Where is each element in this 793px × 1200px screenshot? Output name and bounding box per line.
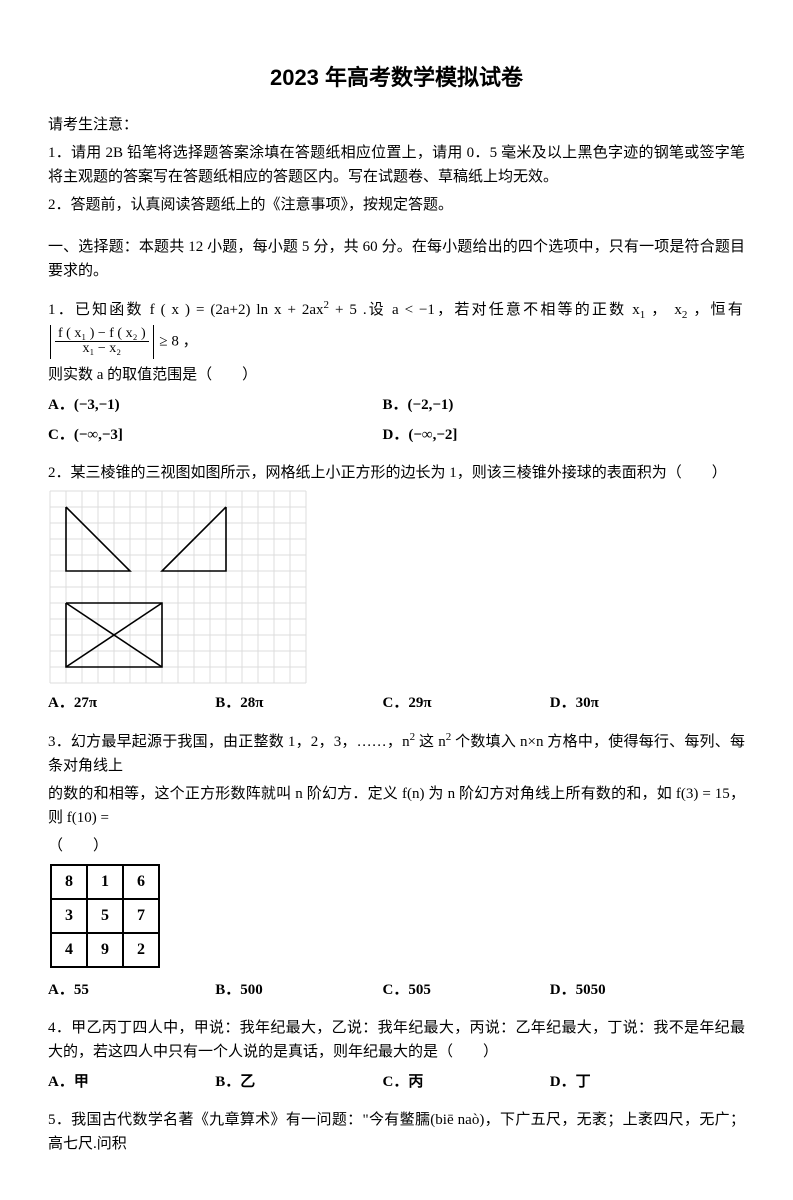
q4-stem: 4．甲乙丙丁四人中，甲说：我年纪最大，乙说：我年纪最大，丙说：乙年纪最大，丁说：… bbox=[48, 1016, 745, 1064]
q1-fx-tail: + 5 .设 a < −1，若对任意不相等的正数 x bbox=[329, 302, 640, 318]
q1-opt-b: B．(−2,−1) bbox=[383, 393, 718, 417]
question-1: 1．已知函数 f ( x ) = (2a+2) ln x + 2ax2 + 5 … bbox=[48, 297, 745, 447]
cell: 6 bbox=[123, 865, 159, 899]
q1-mid2: ， x bbox=[645, 302, 682, 318]
q2-three-view-figure bbox=[48, 489, 308, 685]
cell: 3 bbox=[51, 899, 87, 933]
q3-stem-line2: 的数的和相等，这个正方形数阵就叫 n 阶幻方．定义 f(n) 为 n 阶幻方对角… bbox=[48, 782, 745, 830]
q1-frac-num: f ( x₁ ) − f ( x₂ ) bbox=[55, 327, 149, 343]
table-row: 8 1 6 bbox=[51, 865, 159, 899]
q1-tail-line: 则实数 a 的取值范围是（ ） bbox=[48, 363, 745, 387]
q4-opt-b: B．乙 bbox=[215, 1070, 382, 1094]
q2-opt-d: D．30π bbox=[550, 691, 717, 715]
q1-fx: f ( x ) = (2a+2) ln x + 2ax2 + 5 .设 a < … bbox=[150, 302, 745, 318]
question-3: 3．幻方最早起源于我国，由正整数 1，2，3，……，n2 这 n2 个数填入 n… bbox=[48, 729, 745, 1002]
q3-magic-square: 8 1 6 3 5 7 4 9 2 bbox=[50, 864, 160, 968]
q3-n2-2: n2 bbox=[438, 734, 451, 750]
q2-stem: 2．某三棱锥的三视图如图所示，网格纸上小正方形的边长为 1，则该三棱锥外接球的表… bbox=[48, 461, 745, 485]
cell: 5 bbox=[87, 899, 123, 933]
table-row: 4 9 2 bbox=[51, 933, 159, 967]
exam-page: 2023 年高考数学模拟试卷 请考生注意： 1．请用 2B 铅笔将选择题答案涂填… bbox=[0, 0, 793, 1200]
q1-mid3: ，恒有 bbox=[687, 302, 745, 318]
cell: 8 bbox=[51, 865, 87, 899]
q3-stem-line1: 3．幻方最早起源于我国，由正整数 1，2，3，……，n2 这 n2 个数填入 n… bbox=[48, 729, 745, 778]
cell: 2 bbox=[123, 933, 159, 967]
q3-l1a: 3．幻方最早起源于我国，由正整数 1，2，3，……， bbox=[48, 734, 402, 750]
q1-prefix: 1．已知函数 bbox=[48, 302, 150, 318]
q2-opt-a: A．27π bbox=[48, 691, 215, 715]
q1-opt-a: A．(−3,−1) bbox=[48, 393, 383, 417]
cell: 7 bbox=[123, 899, 159, 933]
q1-opt-d: D．(−∞,−2] bbox=[383, 423, 718, 447]
q3-opt-c: C．505 bbox=[383, 978, 550, 1002]
q4-opt-d: D．丁 bbox=[550, 1070, 717, 1094]
q4-opt-c: C．丙 bbox=[383, 1070, 550, 1094]
q4-opt-a: A．甲 bbox=[48, 1070, 215, 1094]
q3-options: A．55 B．500 C．505 D．5050 bbox=[48, 978, 745, 1002]
q3-n2-1: n2 bbox=[402, 734, 415, 750]
q2-options: A．27π B．28π C．29π D．30π bbox=[48, 691, 745, 715]
q2-opt-b: B．28π bbox=[215, 691, 382, 715]
question-4: 4．甲乙丙丁四人中，甲说：我年纪最大，乙说：我年纪最大，丙说：乙年纪最大，丁说：… bbox=[48, 1016, 745, 1094]
q1-frac-den: x₁ − x₂ bbox=[55, 342, 149, 357]
cell: 4 bbox=[51, 933, 87, 967]
q3-l1b: 这 bbox=[415, 734, 438, 750]
q3-opt-a: A．55 bbox=[48, 978, 215, 1002]
q3-opt-b: B．500 bbox=[215, 978, 382, 1002]
q1-options-2: C．(−∞,−3] D．(−∞,−2] bbox=[48, 423, 745, 447]
cell: 1 bbox=[87, 865, 123, 899]
q1-stem: 1．已知函数 f ( x ) = (2a+2) ln x + 2ax2 + 5 … bbox=[48, 297, 745, 359]
question-5: 5．我国古代数学名著《九章算术》有一问题："今有鳖臑(biē naò)，下广五尺… bbox=[48, 1108, 745, 1156]
q1-ge: ≥ 8 ， bbox=[159, 333, 197, 349]
cell: 9 bbox=[87, 933, 123, 967]
q1-fx-main: f ( x ) = (2a+2) ln x + 2ax bbox=[150, 302, 324, 318]
q1-opt-c: C．(−∞,−3] bbox=[48, 423, 383, 447]
q3-opt-d: D．5050 bbox=[550, 978, 717, 1002]
notice-line-1: 1．请用 2B 铅笔将选择题答案涂填在答题纸相应位置上，请用 0．5 毫米及以上… bbox=[48, 141, 745, 189]
q1-abs: f ( x₁ ) − f ( x₂ ) x₁ − x₂ bbox=[50, 325, 154, 359]
q3-stem-line3: （ ） bbox=[48, 834, 745, 858]
table-row: 3 5 7 bbox=[51, 899, 159, 933]
q2-opt-c: C．29π bbox=[383, 691, 550, 715]
notice-line-2: 2．答题前，认真阅读答题纸上的《注意事项》，按规定答题。 bbox=[48, 193, 745, 217]
notice-heading: 请考生注意： bbox=[48, 113, 745, 137]
q1-options: A．(−3,−1) B．(−2,−1) bbox=[48, 393, 745, 417]
section-1-heading: 一、选择题：本题共 12 小题，每小题 5 分，共 60 分。在每小题给出的四个… bbox=[48, 235, 745, 283]
q5-stem: 5．我国古代数学名著《九章算术》有一问题："今有鳖臑(biē naò)，下广五尺… bbox=[48, 1108, 745, 1156]
question-2: 2．某三棱锥的三视图如图所示，网格纸上小正方形的边长为 1，则该三棱锥外接球的表… bbox=[48, 461, 745, 715]
q4-options: A．甲 B．乙 C．丙 D．丁 bbox=[48, 1070, 745, 1094]
q1-frac: f ( x₁ ) − f ( x₂ ) x₁ − x₂ bbox=[55, 327, 149, 357]
page-title: 2023 年高考数学模拟试卷 bbox=[48, 60, 745, 95]
